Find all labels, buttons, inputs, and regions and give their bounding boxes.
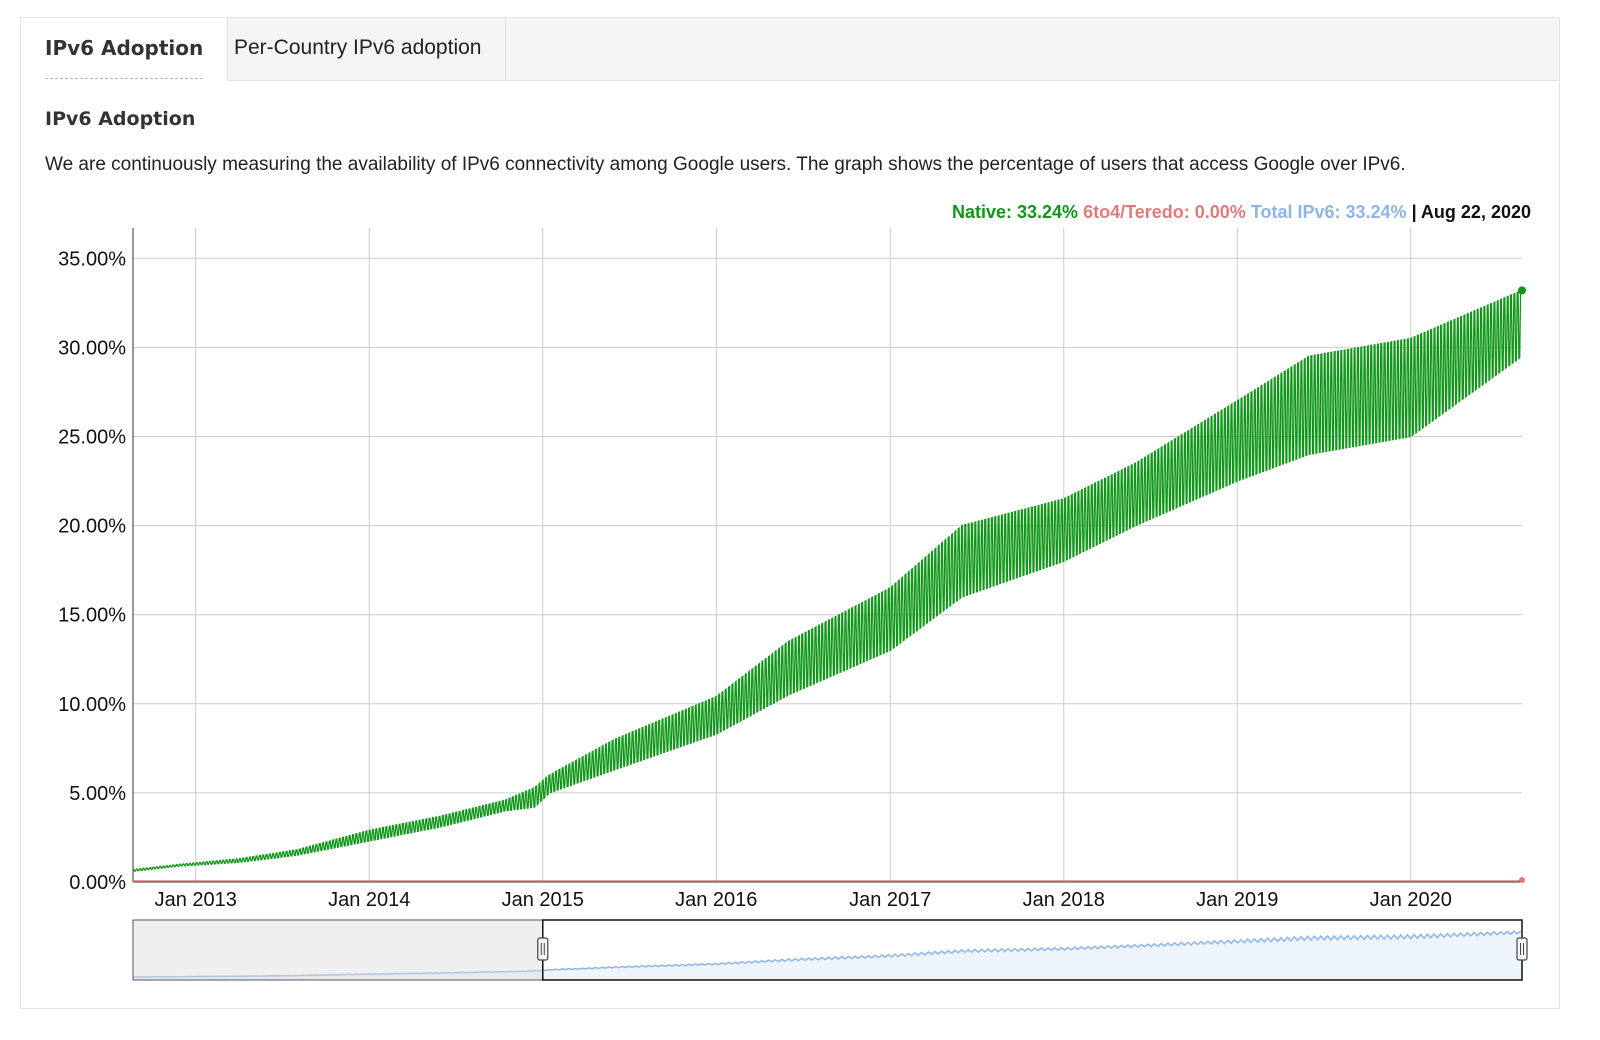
tab-per-country-label: Per-Country IPv6 adoption: [234, 36, 482, 59]
navigator-line: [132, 930, 1522, 978]
tab-ipv6-adoption-label: IPv6 Adoption: [45, 36, 204, 60]
y-tick-label: 10.00%: [58, 694, 126, 716]
ipv6-panel: IPv6 Adoption Per-Country IPv6 adoption …: [20, 17, 1560, 1009]
x-tick-label: Jan 2020: [1370, 889, 1452, 911]
y-tick-label: 15.00%: [58, 605, 126, 627]
section-description: We are continuously measuring the availa…: [45, 154, 1406, 175]
navigator-left-handle[interactable]: [537, 937, 549, 961]
legend-total: Total IPv6: 33.24%: [1250, 202, 1407, 222]
series-native-endpoint: [1518, 286, 1526, 295]
series-native-line: [132, 290, 1522, 872]
tab-ipv6-adoption[interactable]: IPv6 Adoption: [21, 18, 229, 81]
series-teredo-endpoint: [1519, 877, 1525, 883]
x-tick-label: Jan 2017: [849, 889, 931, 911]
y-tick-label: 25.00%: [58, 426, 126, 448]
x-tick-label: Jan 2014: [328, 889, 410, 911]
tab-per-country[interactable]: Per-Country IPv6 adoption: [210, 18, 507, 80]
x-tick-label: Jan 2015: [502, 889, 584, 911]
y-tick-label: 20.00%: [58, 516, 126, 538]
x-tick-label: Jan 2019: [1196, 889, 1278, 911]
legend-native: Native: 33.24%: [951, 202, 1079, 222]
x-tick-label: Jan 2013: [155, 889, 237, 911]
chart-legend: Native: 33.24% 6to4/Teredo: 0.00% Total …: [952, 202, 1531, 223]
y-tick-label: 0.00%: [69, 872, 126, 894]
navigator-unselected-range: [132, 919, 544, 981]
legend-date: | Aug 22, 2020: [1411, 202, 1531, 222]
y-tick-label: 30.00%: [58, 337, 126, 359]
legend-teredo: 6to4/Teredo: 0.00%: [1083, 202, 1246, 222]
y-tick-label: 35.00%: [58, 248, 126, 270]
navigator-right-handle[interactable]: [1516, 937, 1528, 961]
y-tick-label: 5.00%: [69, 783, 126, 805]
section-title: IPv6 Adoption: [45, 108, 196, 130]
x-tick-label: Jan 2018: [1023, 889, 1105, 911]
tab-active-indicator: [45, 78, 204, 79]
x-tick-label: Jan 2016: [675, 889, 757, 911]
tab-bar: IPv6 Adoption Per-Country IPv6 adoption: [21, 18, 1559, 81]
